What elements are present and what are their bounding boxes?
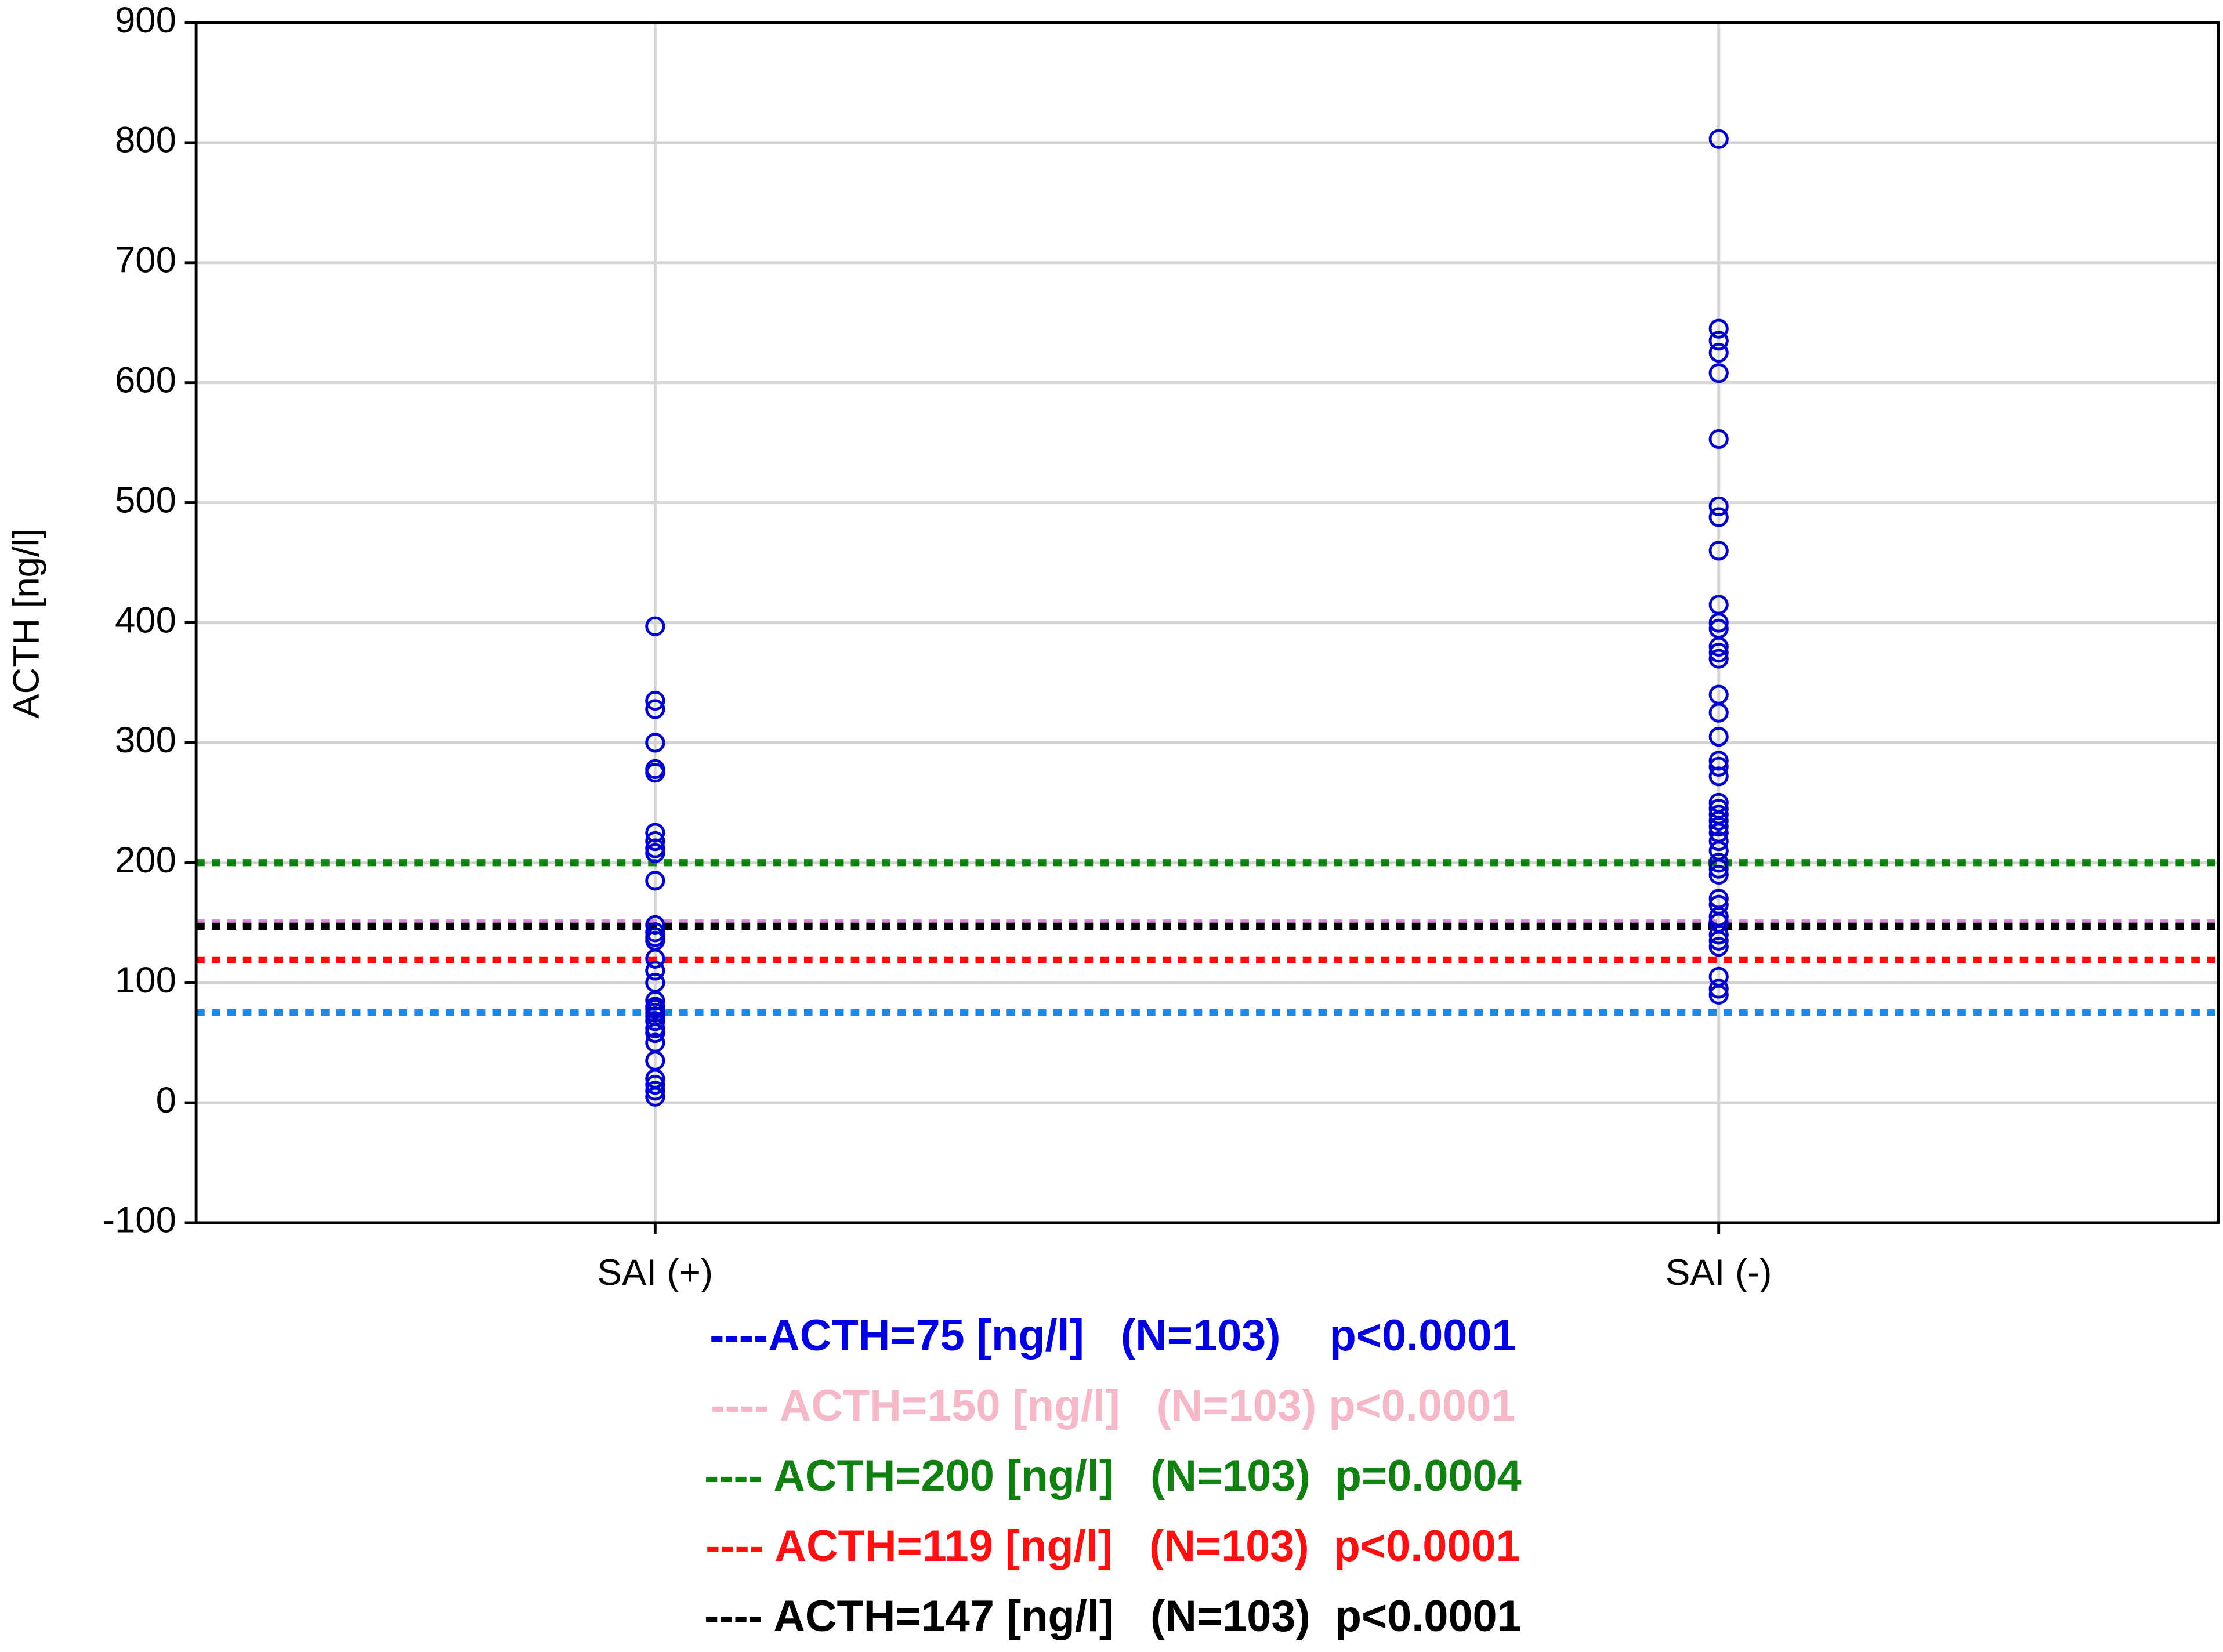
data-point bbox=[1708, 496, 1729, 516]
data-point bbox=[1708, 936, 1729, 957]
legend-entry: ----ACTH=75 [ng/l] (N=103) p<0.0001 bbox=[709, 1311, 1516, 1360]
y-tick-label: 200 bbox=[115, 840, 176, 881]
data-point bbox=[645, 690, 665, 711]
data-point bbox=[1708, 507, 1729, 527]
legend-entry: ---- ACTH=119 [ng/l] (N=103) p<0.0001 bbox=[705, 1521, 1520, 1571]
data-point bbox=[1708, 636, 1729, 657]
data-point bbox=[1708, 129, 1729, 149]
data-point bbox=[645, 763, 665, 783]
data-point bbox=[1708, 643, 1729, 663]
y-tick-label: 800 bbox=[115, 120, 176, 161]
data-point bbox=[1708, 925, 1729, 945]
data-point bbox=[1708, 853, 1729, 873]
y-axis-label: ACTH [ng/l] bbox=[6, 528, 47, 719]
data-point bbox=[645, 1074, 665, 1095]
data-point bbox=[645, 733, 665, 753]
data-point bbox=[1708, 864, 1729, 885]
data-point bbox=[645, 1086, 665, 1107]
data-point bbox=[1708, 817, 1729, 837]
data-point bbox=[1708, 979, 1729, 999]
data-point bbox=[1708, 930, 1729, 951]
y-tick-label: 0 bbox=[156, 1080, 176, 1121]
plot-frame bbox=[194, 21, 2220, 1224]
data-point bbox=[1708, 331, 1729, 351]
data-point bbox=[1708, 318, 1729, 339]
y-tick-label: 400 bbox=[115, 600, 176, 640]
data-point bbox=[1708, 363, 1729, 383]
legend-entry: ---- ACTH=147 [ng/l] (N=103) p<0.0001 bbox=[704, 1592, 1522, 1641]
data-point bbox=[645, 699, 665, 719]
y-tick-label: -100 bbox=[103, 1200, 176, 1241]
data-point bbox=[645, 1081, 665, 1101]
legend-entry: ---- ACTH=200 [ng/l] (N=103) p=0.0004 bbox=[704, 1451, 1522, 1501]
data-point bbox=[645, 1011, 665, 1031]
data-point bbox=[645, 1023, 665, 1044]
y-tick-label: 700 bbox=[115, 240, 176, 281]
legend-entry: ---- ACTH=150 [ng/l] (N=103) p<0.0001 bbox=[711, 1381, 1516, 1430]
data-point bbox=[1708, 613, 1729, 633]
data-point bbox=[645, 616, 665, 636]
data-point bbox=[1708, 649, 1729, 669]
data-point bbox=[1708, 756, 1729, 777]
y-tick-label: 900 bbox=[115, 0, 176, 41]
data-point bbox=[1708, 702, 1729, 723]
y-tick-label: 100 bbox=[115, 960, 176, 1001]
data-point bbox=[1708, 541, 1729, 561]
data-point bbox=[645, 843, 665, 863]
data-point bbox=[645, 831, 665, 852]
data-point bbox=[1708, 726, 1729, 747]
data-point bbox=[645, 871, 665, 891]
y-tick-label: 300 bbox=[115, 720, 176, 760]
data-point bbox=[1708, 429, 1729, 450]
data-point bbox=[1708, 810, 1729, 831]
data-point bbox=[1708, 858, 1729, 879]
data-point bbox=[1708, 831, 1729, 852]
y-tick-label: 600 bbox=[115, 360, 176, 401]
x-tick-label: SAI (-) bbox=[1666, 1252, 1772, 1293]
data-point bbox=[1708, 342, 1729, 363]
x-tick-label: SAI (+) bbox=[598, 1252, 713, 1293]
y-tick-label: 500 bbox=[115, 480, 176, 520]
data-point bbox=[645, 961, 665, 981]
data-point bbox=[1708, 984, 1729, 1005]
data-point bbox=[1708, 766, 1729, 787]
data-point bbox=[645, 948, 665, 969]
